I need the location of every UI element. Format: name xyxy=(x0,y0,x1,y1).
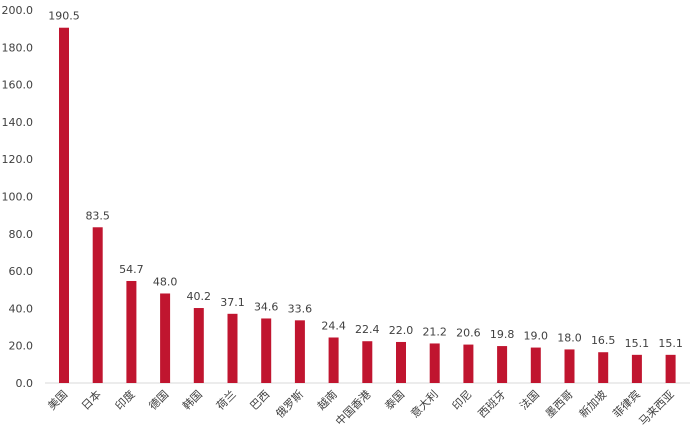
x-tick-label: 西班牙 xyxy=(476,388,509,421)
y-tick-label: 180.0 xyxy=(2,41,34,54)
y-tick-label: 80.0 xyxy=(9,228,34,241)
bar xyxy=(160,293,171,383)
bar xyxy=(328,337,339,383)
data-label: 37.1 xyxy=(220,296,245,309)
y-tick-label: 60.0 xyxy=(9,265,34,278)
bar xyxy=(294,320,305,383)
y-tick-label: 0.0 xyxy=(16,377,34,390)
y-tick-label: 160.0 xyxy=(2,79,34,92)
x-tick-label: 意大利 xyxy=(408,387,441,420)
x-tick-label: 俄罗斯 xyxy=(273,388,306,421)
bar xyxy=(564,349,575,383)
y-tick-label: 40.0 xyxy=(9,302,34,315)
data-label: 40.2 xyxy=(187,290,212,303)
y-tick-label: 20.0 xyxy=(9,340,34,353)
data-label: 19.0 xyxy=(524,330,549,343)
bar xyxy=(126,280,137,383)
x-tick-label: 菲律宾 xyxy=(610,387,643,420)
bar xyxy=(59,27,69,384)
data-label: 19.8 xyxy=(490,328,515,341)
data-label: 190.5 xyxy=(48,10,80,23)
bar xyxy=(92,227,103,383)
bar xyxy=(362,341,373,383)
x-tick-label: 越南 xyxy=(314,387,339,412)
x-tick-label: 韩国 xyxy=(179,387,204,412)
x-tick-label: 中国香港 xyxy=(333,388,373,428)
bars: 190.5 美国 83.5 日本 54.7 印度 48.0 德国 40.2 韩国 37.1 荷兰 34.… xyxy=(45,10,682,429)
x-tick-label: 荷兰 xyxy=(214,388,239,413)
data-label: 20.6 xyxy=(456,327,481,340)
bar xyxy=(429,343,440,383)
data-label: 15.1 xyxy=(658,337,683,350)
x-tick-label: 墨西哥 xyxy=(543,388,576,421)
x-tick-label: 法国 xyxy=(516,387,541,412)
x-tick-label: 印度 xyxy=(112,387,137,412)
bar xyxy=(227,313,238,383)
data-label: 22.0 xyxy=(389,324,414,337)
data-label: 83.5 xyxy=(85,209,110,222)
x-tick-label: 新加坡 xyxy=(576,387,609,420)
x-tick-label: 日本 xyxy=(78,387,103,412)
x-tick-label: 马来西亚 xyxy=(636,388,676,428)
bar xyxy=(631,354,642,383)
bar xyxy=(261,318,272,383)
x-tick-label: 德国 xyxy=(146,387,171,412)
x-tick-label: 印尼 xyxy=(450,388,475,413)
data-label: 24.4 xyxy=(321,319,346,332)
bar xyxy=(530,347,541,383)
data-label: 16.5 xyxy=(591,334,616,347)
bar xyxy=(497,346,508,383)
x-tick-label: 巴西 xyxy=(248,388,273,413)
bar xyxy=(665,354,676,383)
bar xyxy=(598,352,609,383)
data-label: 33.6 xyxy=(288,302,313,315)
bar xyxy=(463,344,474,383)
data-label: 18.0 xyxy=(557,331,582,344)
y-tick-label: 200.0 xyxy=(2,4,34,17)
data-label: 22.4 xyxy=(355,323,380,336)
x-tick-label: 泰国 xyxy=(382,387,407,412)
y-tick-label: 140.0 xyxy=(2,116,34,129)
x-tick-label: 美国 xyxy=(45,388,70,413)
bar xyxy=(396,341,406,383)
y-tick-label: 120.0 xyxy=(2,153,34,166)
y-axis: 0.0 20.0 40.0 60.0 80.0 100.0 120.0 140.0 160.0 1… xyxy=(2,4,34,390)
y-tick-label: 100.0 xyxy=(2,191,34,204)
bar xyxy=(193,308,204,383)
data-label: 21.2 xyxy=(422,325,447,338)
data-label: 34.6 xyxy=(254,300,279,313)
data-label: 48.0 xyxy=(153,275,178,288)
data-label: 54.7 xyxy=(119,263,144,276)
data-label: 15.1 xyxy=(625,337,650,350)
